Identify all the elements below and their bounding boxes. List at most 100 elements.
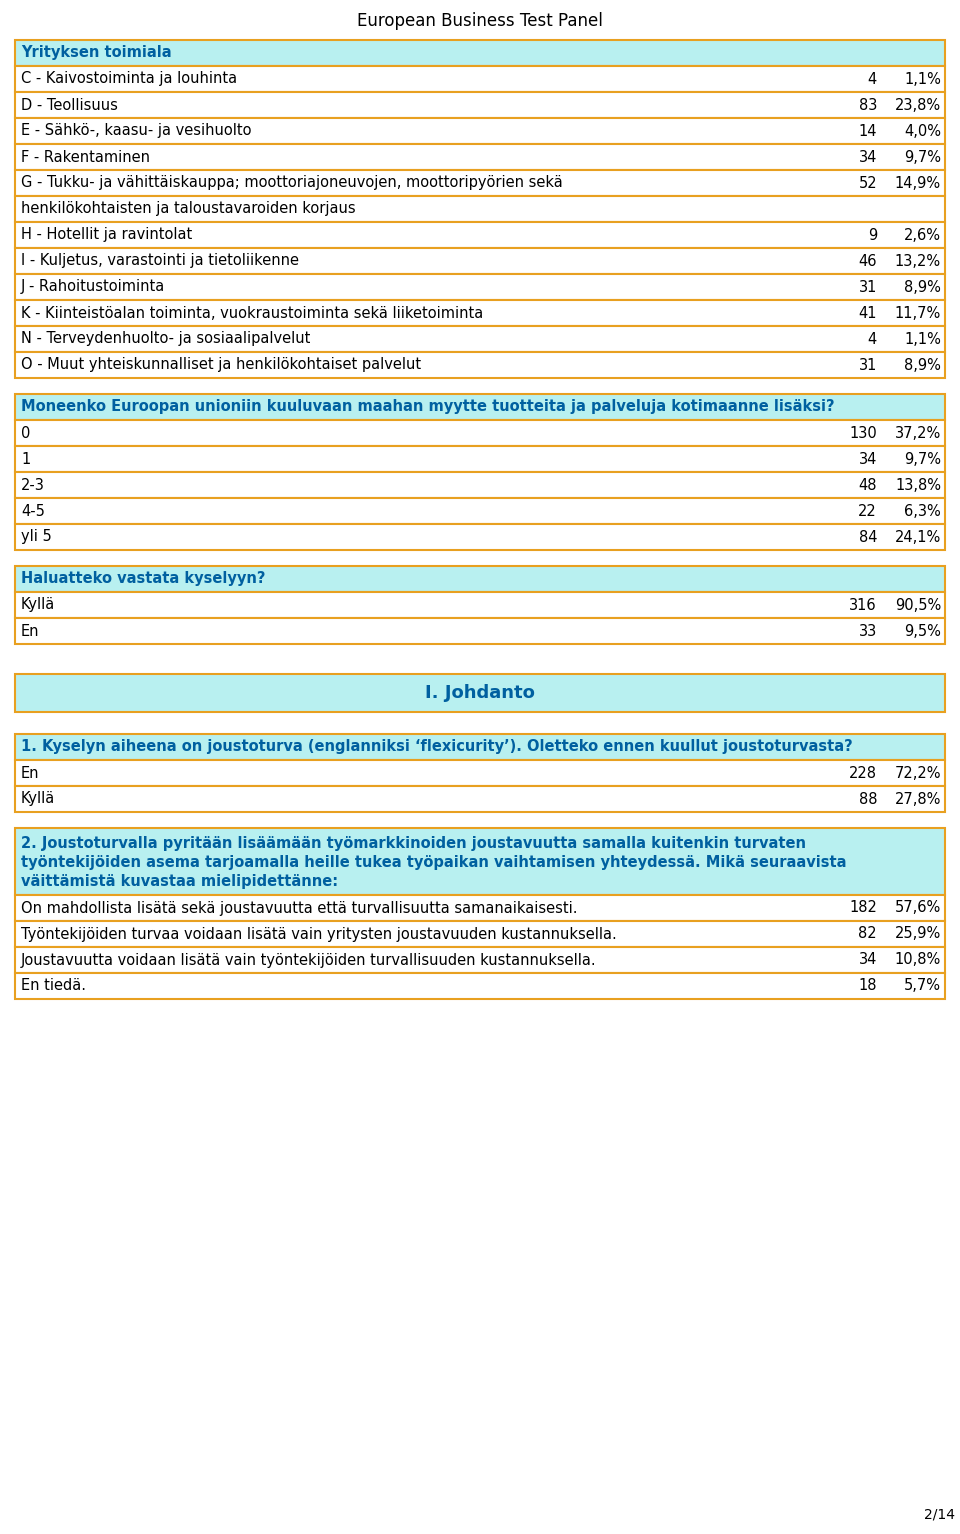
Text: 31: 31	[858, 357, 877, 373]
Text: Kyllä: Kyllä	[21, 598, 56, 612]
Text: 9,7%: 9,7%	[904, 149, 941, 164]
Bar	[15, 566, 945, 592]
Bar	[15, 673, 945, 712]
Text: 9,5%: 9,5%	[904, 623, 941, 638]
Bar	[15, 327, 945, 351]
Text: 130: 130	[850, 425, 877, 440]
Text: 14: 14	[858, 124, 877, 138]
Text: 23,8%: 23,8%	[895, 98, 941, 112]
Text: H - Hotellit ja ravintolat: H - Hotellit ja ravintolat	[21, 227, 192, 242]
Text: 31: 31	[858, 279, 877, 295]
Text: J - Rahoitustoiminta: J - Rahoitustoiminta	[21, 279, 165, 295]
Text: En: En	[21, 623, 39, 638]
Bar	[15, 301, 945, 327]
Bar	[15, 275, 945, 301]
Text: 57,6%: 57,6%	[895, 900, 941, 916]
Text: 90,5%: 90,5%	[895, 598, 941, 612]
Text: 1: 1	[21, 451, 31, 466]
Text: En tiedä.: En tiedä.	[21, 979, 86, 994]
Text: väittämistä kuvastaa mielipidettänne:: väittämistä kuvastaa mielipidettänne:	[21, 874, 338, 890]
Text: 2,6%: 2,6%	[904, 227, 941, 242]
Bar	[15, 828, 945, 894]
Bar	[15, 394, 945, 420]
Text: 14,9%: 14,9%	[895, 175, 941, 190]
Text: I - Kuljetus, varastointi ja tietoliikenne: I - Kuljetus, varastointi ja tietoliiken…	[21, 253, 299, 268]
Text: 48: 48	[858, 477, 877, 492]
Bar	[15, 40, 945, 66]
Bar	[15, 920, 945, 946]
Text: 41: 41	[858, 305, 877, 321]
Bar	[15, 946, 945, 973]
Text: 10,8%: 10,8%	[895, 953, 941, 968]
Text: 37,2%: 37,2%	[895, 425, 941, 440]
Text: 316: 316	[850, 598, 877, 612]
Text: 83: 83	[858, 98, 877, 112]
Text: I. Johdanto: I. Johdanto	[425, 684, 535, 703]
Text: henkilökohtaisten ja taloustavaroiden korjaus: henkilökohtaisten ja taloustavaroiden ko…	[21, 201, 355, 216]
Bar	[15, 592, 945, 618]
Text: 82: 82	[858, 927, 877, 942]
Text: 1,1%: 1,1%	[904, 331, 941, 347]
Text: F - Rakentaminen: F - Rakentaminen	[21, 149, 150, 164]
Bar	[15, 351, 945, 377]
Bar	[15, 420, 945, 446]
Bar	[15, 973, 945, 999]
Bar	[15, 92, 945, 118]
Text: 1. Kyselyn aiheena on joustoturva (englanniksi ‘flexicurity’). Oletteko ennen ku: 1. Kyselyn aiheena on joustoturva (engla…	[21, 739, 852, 755]
Text: En: En	[21, 765, 39, 781]
Text: työntekijöiden asema tarjoamalla heille tukea työpaikan vaihtamisen yhteydessä. : työntekijöiden asema tarjoamalla heille …	[21, 854, 847, 870]
Text: yli 5: yli 5	[21, 529, 52, 545]
Text: 24,1%: 24,1%	[895, 529, 941, 545]
Text: 8,9%: 8,9%	[904, 357, 941, 373]
Text: 1,1%: 1,1%	[904, 72, 941, 86]
Text: 46: 46	[858, 253, 877, 268]
Bar	[15, 222, 945, 249]
Text: 2-3: 2-3	[21, 477, 45, 492]
Text: 22: 22	[858, 503, 877, 518]
Bar	[15, 499, 945, 525]
Text: Yrityksen toimiala: Yrityksen toimiala	[21, 46, 172, 60]
Text: 182: 182	[850, 900, 877, 916]
Bar	[15, 733, 945, 759]
Text: Haluatteko vastata kyselyyn?: Haluatteko vastata kyselyyn?	[21, 572, 266, 586]
Text: 0: 0	[21, 425, 31, 440]
Text: 4-5: 4-5	[21, 503, 45, 518]
Bar	[15, 196, 945, 222]
Text: 27,8%: 27,8%	[895, 792, 941, 807]
Text: O - Muut yhteiskunnalliset ja henkilökohtaiset palvelut: O - Muut yhteiskunnalliset ja henkilökoh…	[21, 357, 421, 373]
Text: D - Teollisuus: D - Teollisuus	[21, 98, 118, 112]
Text: 88: 88	[858, 792, 877, 807]
Text: K - Kiinteistöalan toiminta, vuokraustoiminta sekä liiketoiminta: K - Kiinteistöalan toiminta, vuokraustoi…	[21, 305, 483, 321]
Bar	[15, 446, 945, 472]
Text: 13,2%: 13,2%	[895, 253, 941, 268]
Text: C - Kaivostoiminta ja louhinta: C - Kaivostoiminta ja louhinta	[21, 72, 237, 86]
Text: G - Tukku- ja vähittäiskauppa; moottoriajoneuvojen, moottoripyörien sekä: G - Tukku- ja vähittäiskauppa; moottoria…	[21, 175, 563, 190]
Text: Työntekijöiden turvaa voidaan lisätä vain yritysten joustavuuden kustannuksella.: Työntekijöiden turvaa voidaan lisätä vai…	[21, 927, 616, 942]
Text: 33: 33	[859, 623, 877, 638]
Text: 72,2%: 72,2%	[895, 765, 941, 781]
Text: 4: 4	[868, 72, 877, 86]
Text: 11,7%: 11,7%	[895, 305, 941, 321]
Text: 2. Joustoturvalla pyritään lisäämään työmarkkinoiden joustavuutta samalla kuiten: 2. Joustoturvalla pyritään lisäämään työ…	[21, 836, 806, 851]
Text: 4,0%: 4,0%	[904, 124, 941, 138]
Text: European Business Test Panel: European Business Test Panel	[357, 12, 603, 31]
Bar	[15, 66, 945, 92]
Text: Moneenko Euroopan unioniin kuuluvaan maahan myytte tuotteita ja palveluja kotima: Moneenko Euroopan unioniin kuuluvaan maa…	[21, 399, 834, 414]
Text: 228: 228	[849, 765, 877, 781]
Text: 2/14: 2/14	[924, 1508, 955, 1522]
Bar	[15, 170, 945, 196]
Text: 84: 84	[858, 529, 877, 545]
Bar	[15, 785, 945, 811]
Text: 34: 34	[858, 953, 877, 968]
Text: Joustavuutta voidaan lisätä vain työntekijöiden turvallisuuden kustannuksella.: Joustavuutta voidaan lisätä vain työntek…	[21, 953, 596, 968]
Bar	[15, 525, 945, 551]
Bar	[15, 759, 945, 785]
Bar	[15, 472, 945, 499]
Text: Kyllä: Kyllä	[21, 792, 56, 807]
Text: 52: 52	[858, 175, 877, 190]
Text: 9,7%: 9,7%	[904, 451, 941, 466]
Text: 9: 9	[868, 227, 877, 242]
Text: 4: 4	[868, 331, 877, 347]
Bar	[15, 249, 945, 275]
Bar	[15, 144, 945, 170]
